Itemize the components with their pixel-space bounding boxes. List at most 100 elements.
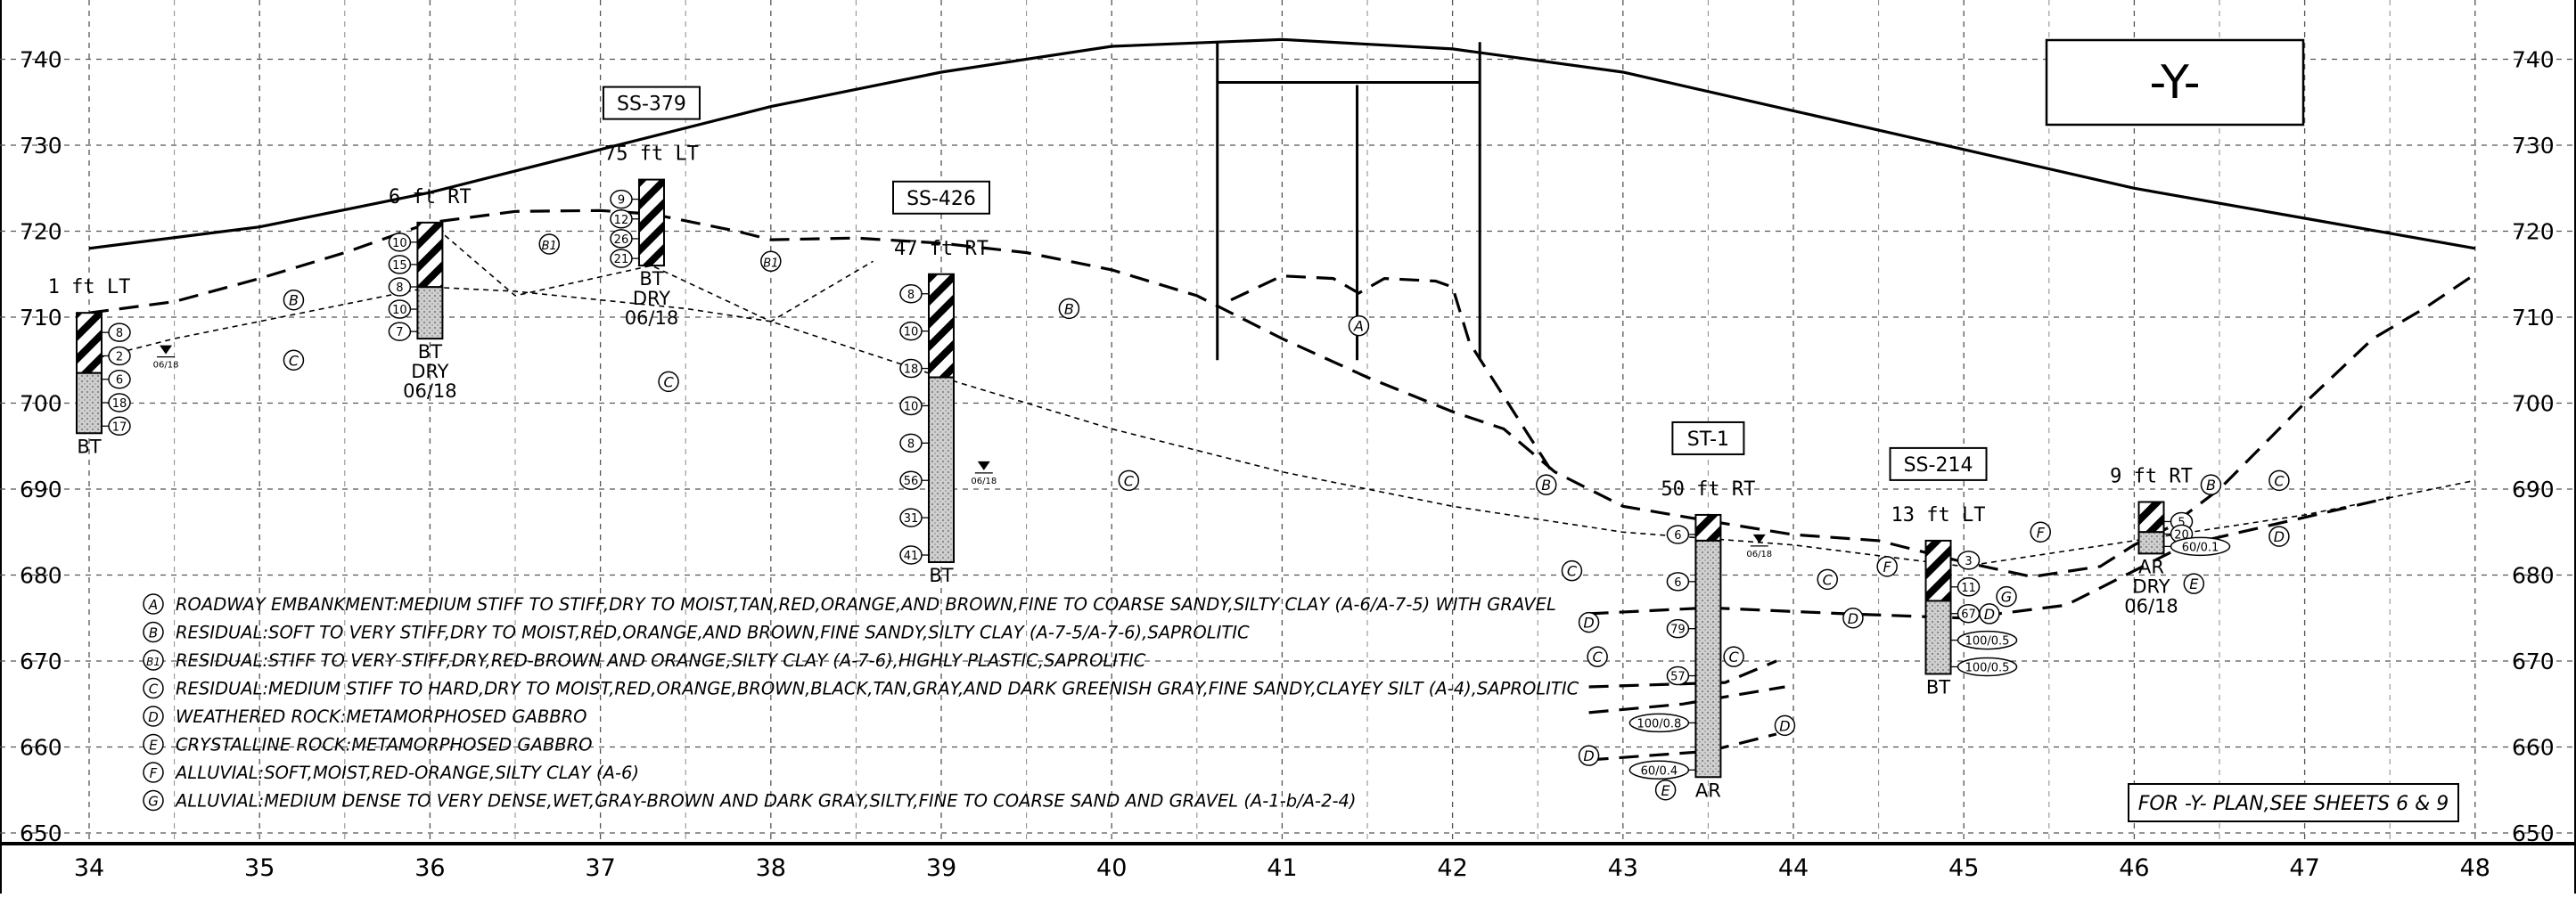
blow-count-label: 6 [1674, 576, 1681, 590]
blow-count-label: 8 [396, 282, 403, 295]
blow-count-oval [1957, 577, 1981, 597]
boring-fill-segment [1694, 513, 1722, 542]
water-table-date: 06/18 [153, 361, 179, 371]
elev-tick-label-left: 650 [20, 820, 62, 846]
water-table-symbol: 06/18 [1746, 534, 1772, 559]
blow-count-oval [1628, 713, 1690, 733]
legend-symbol [143, 621, 164, 643]
zone-label-circle [760, 250, 782, 273]
blow-count-oval [1957, 551, 1981, 570]
blow-count-oval [388, 299, 412, 319]
boring-offset-label: 6 ft RT [389, 186, 472, 208]
blow-count-oval [388, 322, 412, 341]
boring-water-label: DRY [633, 288, 670, 309]
blow-count-label: 8 [907, 289, 915, 302]
station-tick-label: 37 [585, 854, 615, 882]
zone-label-circle [1118, 469, 1140, 492]
zone-label-circle [1723, 646, 1744, 667]
zone-label-letter: D [1984, 606, 1995, 623]
boring-tag-label: SS-426 [907, 188, 976, 210]
elev-tick-label-right: 660 [2512, 735, 2555, 761]
zone-label-circle [658, 371, 679, 393]
blow-count-oval [899, 470, 923, 490]
station-tick-label: 43 [1608, 854, 1638, 882]
legend-description: ROADWAY EMBANKMENT:MEDIUM STIFF TO STIFF… [176, 594, 1556, 615]
station-tick-label: 48 [2460, 854, 2490, 882]
legend-description: ALLUVIAL:SOFT,MOIST,RED-ORANGE,SILTY CLA… [174, 763, 639, 783]
blow-count-label: 10 [392, 237, 407, 250]
zone-label-letter: D [2274, 528, 2285, 545]
station-tick-label: 44 [1778, 854, 1809, 882]
boring-offset-label: 9 ft RT [2110, 465, 2193, 487]
boring-end-label: BT [418, 341, 442, 363]
blow-count-label: 60/0.1 [2182, 541, 2219, 554]
blow-count-label: 6 [116, 374, 123, 388]
boring-fill-segment [928, 273, 955, 379]
blow-count-oval [108, 369, 131, 389]
zone-label-circle [2268, 469, 2290, 492]
zone-label-letter: C [1823, 571, 1834, 588]
zone-label-circle [1536, 474, 1557, 495]
boring-residual-segment [1694, 539, 1722, 779]
boring-offset-label: 1 ft LT [48, 276, 131, 298]
zone-label-letter: C [1567, 563, 1578, 580]
elevation-axis-right: 650 660 670 680 690 700 710 720 730 740 [2512, 47, 2555, 847]
crystalline-rock-line [1588, 732, 1777, 762]
zone-label-circle [2030, 521, 2051, 543]
legend-description: ALLUVIAL:MEDIUM DENSE TO VERY DENSE,WET,… [174, 791, 1357, 812]
boring-offset-label: 50 ft RT [1661, 478, 1755, 501]
weathered-rock-lens-line [1588, 685, 1785, 714]
zone-label-letter: D [1583, 747, 1594, 764]
station-tick-label: 40 [1096, 854, 1127, 882]
blow-count-label: 10 [904, 400, 919, 413]
station-tick-label: 46 [2119, 854, 2149, 882]
water-table-date: 06/18 [1746, 550, 1772, 559]
zone-label-letter: B [2206, 477, 2216, 494]
boring-fill-segment [76, 312, 103, 374]
boring-offset-label: 75 ft LT [604, 143, 699, 166]
elev-tick-label-right: 680 [2512, 563, 2555, 589]
legend-symbol [143, 762, 164, 783]
water-table-symbol: 06/18 [153, 345, 179, 371]
legend-symbol [143, 789, 164, 812]
legend-description: RESIDUAL:SOFT TO VERY STIFF,DRY TO MOIST… [176, 623, 1250, 643]
blow-count-label: 9 [618, 194, 625, 208]
blow-count-label: 21 [614, 253, 629, 266]
legend-symbol-letter: G [148, 794, 159, 810]
blow-count-label: 56 [904, 475, 919, 488]
water-table-symbol: 06/18 [971, 461, 997, 486]
station-tick-label: 36 [414, 854, 445, 882]
blow-count-label: 18 [112, 397, 127, 411]
legend-symbol-letter: A [148, 597, 158, 613]
legend-symbol-letter: B [149, 625, 158, 641]
legend-symbol-letter: D [148, 709, 159, 725]
zone-label-letter: F [2037, 524, 2046, 541]
elev-tick-label-right: 720 [2512, 219, 2555, 245]
water-table-triangle [977, 461, 990, 470]
blow-count-label: 6 [1674, 529, 1681, 543]
residual-boundary-line [88, 286, 2475, 567]
plan-note-text: FOR -Y- PLAN,SEE SHEETS 6 & 9 [2138, 793, 2449, 815]
boring-tag-box [602, 86, 701, 120]
elev-tick-label-right: 710 [2512, 305, 2555, 331]
blow-count-oval [1957, 630, 2018, 650]
boring-residual-segment [928, 376, 955, 564]
blow-count-oval [899, 545, 923, 565]
boring-end-label: BT [1926, 676, 1950, 698]
station-tick-label: 35 [244, 854, 275, 882]
blow-count-oval [1628, 760, 1690, 780]
water-table-triangle [1752, 534, 1766, 543]
zone-label-circle [1842, 608, 1864, 629]
zone-label-circle [2268, 526, 2290, 547]
zone-label-circle [283, 349, 305, 371]
zone-label-letter: D [1779, 717, 1790, 734]
blow-count-label: 100/0.5 [1965, 661, 2010, 674]
elev-tick-label-right: 650 [2512, 820, 2555, 846]
blow-count-label: 7 [396, 326, 403, 339]
zone-label-circle [1876, 556, 1898, 577]
boring-residual-segment [76, 371, 103, 435]
blow-count-oval [1666, 618, 1690, 639]
